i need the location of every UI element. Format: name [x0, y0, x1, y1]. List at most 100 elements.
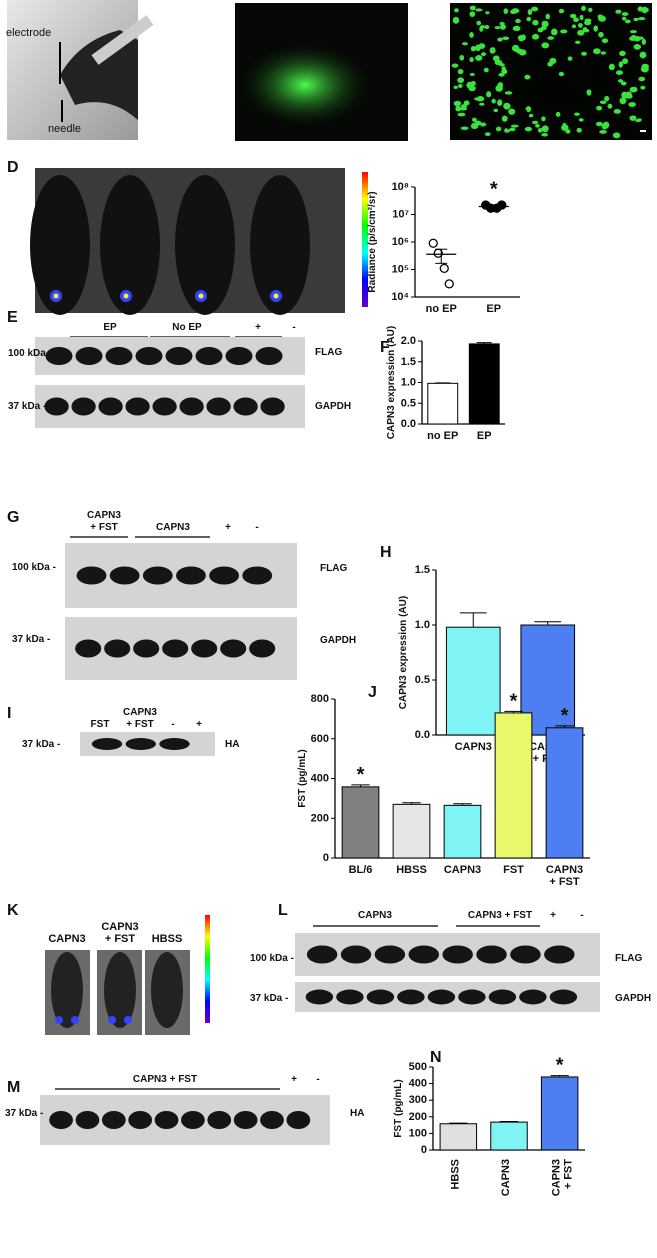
x-tick-label: CAPN3+ FST — [546, 864, 583, 888]
mouse — [30, 175, 90, 315]
band — [233, 397, 258, 416]
x-tick-label: CAPN3+ FST — [551, 1159, 575, 1197]
fiber — [629, 115, 637, 121]
mouse — [104, 952, 136, 1028]
fiber — [636, 36, 644, 40]
fiber — [495, 126, 502, 132]
fiber — [469, 11, 476, 17]
fiber — [558, 71, 565, 77]
band — [98, 397, 123, 416]
lane-label: - — [580, 910, 583, 921]
lane-label: CAPN3 + FST — [468, 910, 532, 921]
fiber — [531, 120, 539, 125]
mouse — [250, 175, 310, 315]
size-marker: 100 kDa - — [250, 953, 294, 964]
band — [476, 945, 507, 964]
group-label: CAPN3 — [48, 933, 85, 945]
fiber — [569, 13, 577, 19]
fiber — [484, 24, 490, 30]
fiber — [527, 9, 533, 16]
fiber — [518, 49, 527, 56]
lane-label: - — [171, 719, 174, 730]
fiber — [541, 132, 548, 137]
y-tick-label: 10⁵ — [392, 263, 409, 275]
signal — [123, 293, 129, 299]
bar — [540, 1076, 579, 1151]
fiber — [613, 109, 621, 114]
bar — [341, 786, 380, 859]
fiber — [601, 38, 609, 44]
fiber — [622, 16, 627, 21]
y-tick-label: 0.0 — [415, 729, 430, 741]
fiber — [481, 52, 487, 57]
lane-label: + — [550, 910, 556, 921]
y-tick-label: 10⁷ — [392, 208, 409, 220]
band — [75, 1111, 100, 1129]
fiber — [615, 9, 622, 14]
band — [125, 397, 150, 416]
fiber — [619, 97, 627, 105]
fiber — [612, 132, 621, 139]
band — [44, 397, 69, 416]
band — [181, 1111, 205, 1129]
fiber — [599, 100, 607, 105]
fiber — [578, 118, 584, 122]
protein-label: GAPDH — [315, 401, 351, 412]
fiber — [640, 85, 646, 90]
band — [152, 397, 177, 416]
signal — [71, 1016, 79, 1024]
point — [444, 279, 454, 289]
band — [220, 639, 247, 658]
lane-label: - — [292, 322, 295, 333]
lane-label: - — [316, 1074, 319, 1085]
band — [45, 347, 73, 365]
fluorescence — [235, 40, 375, 130]
significance: * — [357, 764, 365, 786]
fiber — [558, 8, 565, 14]
protein-label: FLAG — [615, 953, 642, 964]
band — [75, 639, 102, 658]
protein-label: FLAG — [315, 347, 342, 358]
lane-label: EP — [103, 322, 117, 333]
fiber — [508, 108, 516, 115]
fiber — [541, 20, 549, 28]
lane-label: + — [291, 1074, 297, 1085]
band — [336, 989, 364, 1005]
y-tick-label: 1.0 — [401, 376, 416, 388]
size-marker: 37 kDa - — [22, 739, 60, 750]
signal — [124, 1016, 132, 1024]
photo-label: needle — [48, 123, 81, 135]
size-marker: 100 kDa - — [8, 348, 52, 359]
fiber — [622, 58, 629, 65]
fiber — [528, 113, 534, 118]
band — [206, 397, 231, 416]
fiber — [471, 117, 477, 123]
y-tick-label: 500 — [409, 1061, 427, 1073]
y-tick-label: 300 — [409, 1094, 427, 1106]
fiber — [504, 91, 513, 95]
band — [305, 989, 334, 1005]
fiber — [581, 51, 587, 56]
point — [439, 263, 449, 274]
band — [104, 639, 131, 658]
fiber — [524, 126, 533, 132]
y-tick-label: 600 — [311, 733, 329, 745]
fiber — [510, 124, 519, 128]
band — [427, 989, 456, 1005]
fiber — [535, 123, 540, 128]
lane-label: No EP — [172, 322, 202, 333]
fiber — [629, 30, 637, 34]
band — [519, 989, 547, 1005]
fiber — [547, 36, 555, 40]
fiber — [453, 100, 462, 107]
lane-label: CAPN3 — [156, 522, 190, 533]
lane-label: + — [225, 522, 231, 533]
fiber — [485, 11, 490, 15]
y-tick-label: 0 — [323, 852, 329, 864]
band — [191, 639, 218, 658]
fiber — [525, 106, 532, 111]
panel-letter: E — [7, 309, 18, 326]
x-tick-label: HBSS — [396, 864, 427, 876]
fiber — [454, 8, 459, 13]
